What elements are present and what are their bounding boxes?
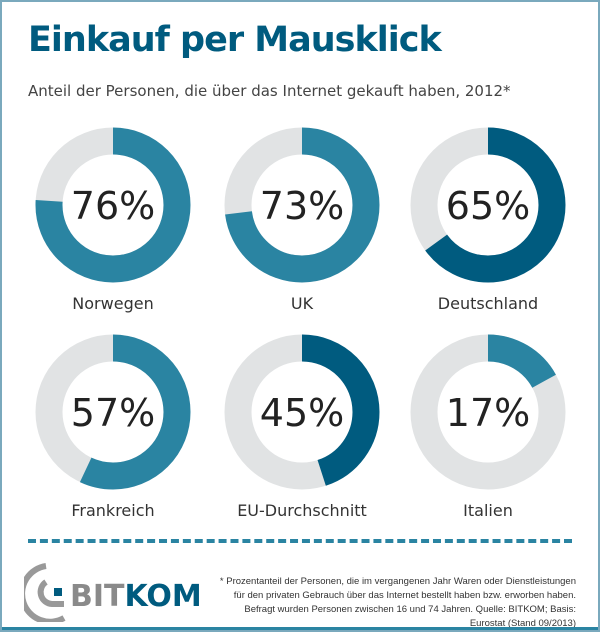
donut-value-arc [224, 127, 380, 283]
percent-label: 65% [446, 184, 530, 228]
dashed-divider [28, 539, 572, 543]
donut-value-arc [35, 127, 191, 283]
donut-uk: 73% UK [224, 127, 380, 313]
percent-label: 76% [71, 184, 155, 228]
donut-value-arc [35, 334, 191, 490]
country-label: Deutschland [438, 294, 538, 313]
donut-deutschland: 65% Deutschland [410, 127, 566, 313]
donut-frankreich: 57% Frankreich [35, 334, 191, 520]
country-label: Frankreich [71, 501, 154, 520]
donut-value-arc [410, 334, 566, 490]
percent-label: 57% [71, 391, 155, 435]
country-label: Italien [463, 501, 513, 520]
bottom-bar [2, 627, 598, 630]
donut-value-arc [410, 127, 566, 283]
country-label: Norwegen [72, 294, 153, 313]
chart-title: Einkauf per Mausklick [28, 20, 442, 60]
bitkom-logo: BITKOM [24, 563, 202, 622]
chart-subtitle: Anteil der Personen, die über das Intern… [28, 82, 511, 100]
footnote: * Prozentanteil der Personen, die im ver… [219, 576, 576, 629]
donut-norwegen: 76% Norwegen [35, 127, 191, 313]
donut-italien: 17% Italien [410, 334, 566, 520]
percent-label: 45% [260, 391, 344, 435]
donut-grid: 76% Norwegen 73% UK 65% Deutschland 57% Frankre… [35, 127, 566, 520]
donut-value-arc [224, 334, 380, 490]
percent-label: 17% [446, 391, 530, 435]
percent-label: 73% [260, 184, 344, 228]
svg-text:BITKOM: BITKOM [70, 579, 202, 614]
country-label: EU-Durchschnitt [237, 501, 367, 520]
country-label: UK [291, 294, 314, 313]
donut-eu-durchschnitt: 45% EU-Durchschnitt [224, 334, 380, 520]
